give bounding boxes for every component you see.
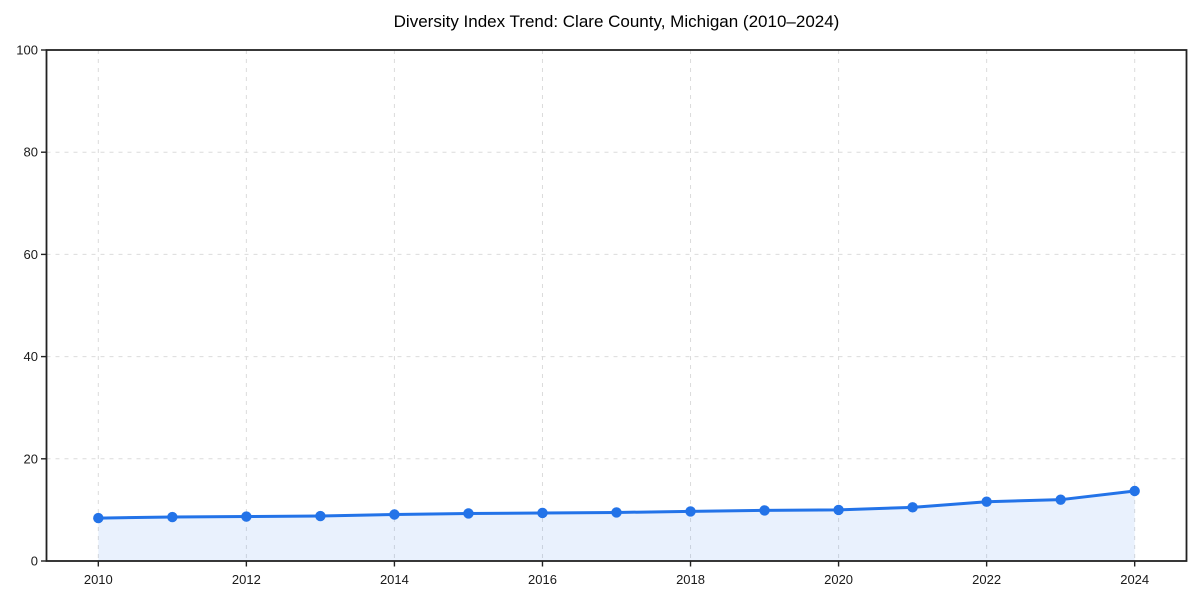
data-point (463, 508, 474, 519)
data-point (93, 512, 104, 524)
y-axis-tick-label: 80 (24, 145, 38, 160)
y-axis-tick-label: 100 (16, 43, 38, 58)
data-point (315, 510, 326, 522)
data-point (611, 507, 622, 518)
x-axis-tick-label: 2024 (1120, 572, 1149, 587)
data-point (1129, 485, 1140, 497)
data-point (241, 511, 252, 522)
y-axis-tick-label: 40 (24, 349, 38, 364)
data-point (981, 496, 992, 507)
data-point (1055, 494, 1066, 505)
x-axis-tick-label: 2012 (232, 572, 261, 587)
x-axis-tick-label: 2022 (972, 572, 1001, 587)
x-axis-tick-label: 2010 (84, 572, 113, 587)
data-point (907, 502, 918, 513)
data-point (833, 504, 844, 516)
data-point (537, 507, 548, 519)
axes-box (45, 49, 1188, 562)
chart-title: Diversity Index Trend: Clare County, Mic… (393, 12, 840, 31)
data-point (685, 506, 696, 517)
x-axis-tick-label: 2014 (380, 572, 409, 587)
x-axis-tick-label: 2016 (528, 572, 557, 587)
x-axis-tick-label: 2018 (676, 572, 705, 587)
data-point (759, 505, 770, 516)
data-point (389, 509, 400, 520)
data-point (167, 511, 178, 523)
y-axis-tick-label: 60 (24, 247, 38, 262)
x-axis-tick-label: 2020 (824, 572, 853, 587)
y-axis-tick-label: 20 (24, 451, 38, 466)
y-axis-tick-label: 0 (31, 554, 38, 569)
area-fill (98, 490, 1135, 561)
